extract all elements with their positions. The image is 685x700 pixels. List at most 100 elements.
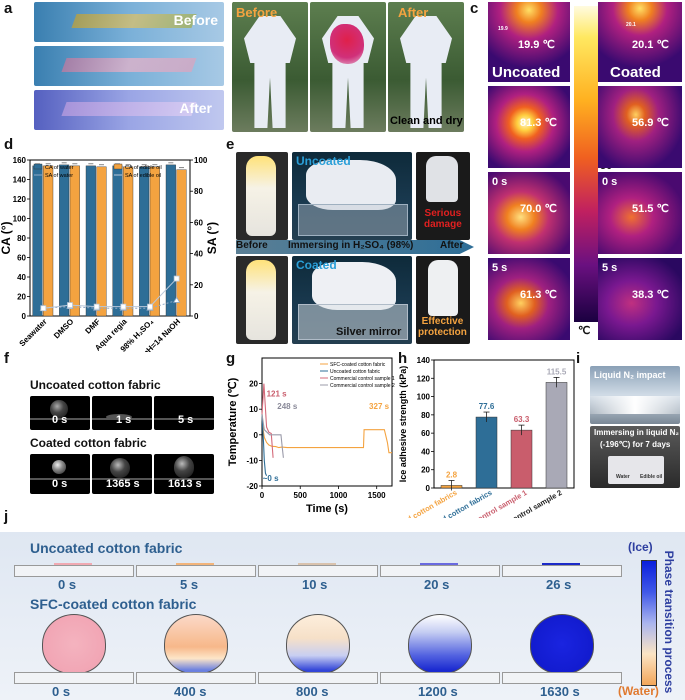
thermal-coated-3: 0 s 51.5 ℃ (598, 172, 682, 254)
chart-d-legend-label: CA of water (45, 165, 74, 171)
c-coated-temp-3: 51.5 ℃ (632, 203, 669, 215)
chart-g-annotation: 327 s (369, 402, 390, 411)
a-before-text: Before (173, 12, 218, 28)
panel-label-e: e (226, 136, 235, 153)
c-coated-temp-2: 56.9 ℃ (632, 117, 669, 129)
chart-d-legend-label: SA of edible oil (125, 173, 161, 179)
e-before-label: Before (236, 240, 268, 251)
phase-color-bar (641, 560, 657, 686)
chart-g-legend-label: Commercial control sample 2 (330, 383, 395, 389)
panel-label-d: d (4, 136, 14, 153)
chart-d-bar (85, 165, 96, 317)
c-time-coated-5: 5 s (602, 262, 618, 274)
chart-g-annotation: 121 s (267, 389, 288, 398)
chart-d-bar (43, 165, 54, 317)
panel-label-j: j (4, 508, 9, 525)
chart-g-xtick-label: 0 (260, 491, 265, 500)
f-coated-time-0: 0 s (52, 478, 68, 490)
chart-d: 0 20 40 60 80 100 120 140 160 0 20 40 60 80 100 Seawa… (0, 156, 219, 352)
e-uncoated-text: Uncoated (296, 154, 351, 168)
j-coated-substrate (258, 672, 378, 684)
c-time-uncoated-5: 5 s (492, 262, 508, 274)
chart-g-legend-label: SFC-coated cotton fabric (330, 362, 386, 368)
j-coated-droplet (530, 614, 594, 674)
chart-h-ytick-label: 60 (421, 429, 430, 438)
chart-h-bar (545, 382, 568, 489)
c-uncoated-temp-4: 61.3 ℃ (520, 289, 557, 301)
chart-d-y2label: SA (°) (205, 222, 219, 254)
chart-d-sa-point (40, 305, 47, 312)
b-caption: Clean and dry (390, 115, 463, 127)
phase-bar-bottom: (Water) (618, 684, 659, 698)
chart-g-annotation: 248 s (277, 402, 298, 411)
photo-e-protected: Effective protection (416, 256, 470, 344)
j-uncoated-title: Uncoated cotton fabric (30, 540, 183, 556)
chart-g-legend-label: Uncoated cotton fabric (330, 369, 381, 375)
j-uncoated-time: 20 s (424, 577, 450, 592)
thermal-coated-4: 5 s 38.3 ℃ (598, 258, 682, 340)
chart-d-sa-point (67, 302, 73, 308)
e-protection-word: protection (418, 327, 467, 338)
chart-g-xlabel: Time (s) (306, 503, 348, 515)
thermal-uncoated-1: 19.9 19.9 ℃ Uncoated (488, 2, 570, 82)
f-coated-1: 1365 s (92, 454, 152, 494)
chart-d-bar (69, 165, 80, 317)
j-coated-substrate (502, 672, 622, 684)
f-uncoated-0: 0 s (30, 396, 90, 430)
photo-e-hand-before (236, 152, 288, 240)
f-uncoated-1: 1 s (92, 396, 152, 430)
f-uncoated-title: Uncoated cotton fabric (30, 378, 161, 392)
chart-g-xtick-label: 1000 (330, 491, 348, 500)
chart-d-legend-swatch (113, 163, 123, 170)
chart-g-ylabel: Temperature (℃) (227, 377, 239, 466)
j-coated-time: 1630 s (540, 684, 580, 699)
scale-unit: ℃ (578, 325, 591, 337)
f-coated-time-1: 1365 s (106, 478, 140, 490)
chart-d-xtick-label: Seawater (18, 317, 49, 348)
chart-h-value-label: 2.8 (446, 470, 458, 479)
thermal-coated-1: 20.1 20.1 ℃ Coated (598, 2, 682, 82)
j-coated-time: 800 s (296, 684, 329, 699)
chart-d-sa-point (93, 303, 100, 310)
f-uncoated-time-1: 1 s (116, 414, 132, 426)
j-uncoated-time: 10 s (302, 577, 328, 592)
chart-d-sa-point (173, 275, 180, 282)
photo-b-after: After Clean and dry (388, 2, 464, 132)
j-uncoated-substrate (258, 565, 378, 577)
chart-d-y2tick-label: 100 (194, 156, 208, 165)
chart-d-legend-swatch (33, 163, 43, 170)
chart-h-ytick-label: 120 (417, 374, 431, 383)
b-after-text: After (398, 5, 429, 20)
chart-h-value-label: 77.6 (479, 402, 495, 411)
chart-h-ytick-label: 100 (417, 393, 431, 402)
i-water-label: Water (616, 474, 630, 480)
j-uncoated-substrate (502, 565, 622, 577)
chart-g-xtick-label: 500 (294, 491, 308, 500)
photo-a-before: Before (34, 2, 224, 42)
photo-e-uncoated: Uncoated (292, 152, 412, 240)
chart-d-bar (139, 166, 150, 317)
j-uncoated-time: 26 s (546, 577, 572, 592)
e-arrow-band (236, 240, 474, 254)
chart-h-frame (433, 359, 575, 489)
c-spot-label-coated: 20.1 (626, 22, 636, 28)
panel-label-f: f (4, 350, 9, 367)
panel-label-h: h (398, 350, 408, 367)
chart-g-annotation: ~0 s (263, 474, 279, 483)
f-uncoated-2: 5 s (154, 396, 214, 430)
f-coated-time-2: 1613 s (168, 478, 202, 490)
chart-h-ytick-label: 140 (417, 356, 431, 365)
panel-label-i: i (576, 350, 581, 367)
chart-d-sa-point (172, 296, 181, 303)
chart-d-bar (32, 165, 43, 317)
phase-bar-top: (Ice) (628, 540, 653, 554)
chart-d-y2tick-label: 40 (194, 250, 203, 259)
e-coated-text: Coated (296, 258, 337, 272)
chart-g-ytick-label: -20 (246, 482, 258, 491)
panel-label-c: c (470, 0, 479, 17)
a-after-text: After (179, 100, 212, 116)
photo-e-damaged: Serious damage (416, 152, 470, 240)
j-uncoated-film (420, 563, 458, 565)
photo-b-stained (310, 2, 386, 132)
